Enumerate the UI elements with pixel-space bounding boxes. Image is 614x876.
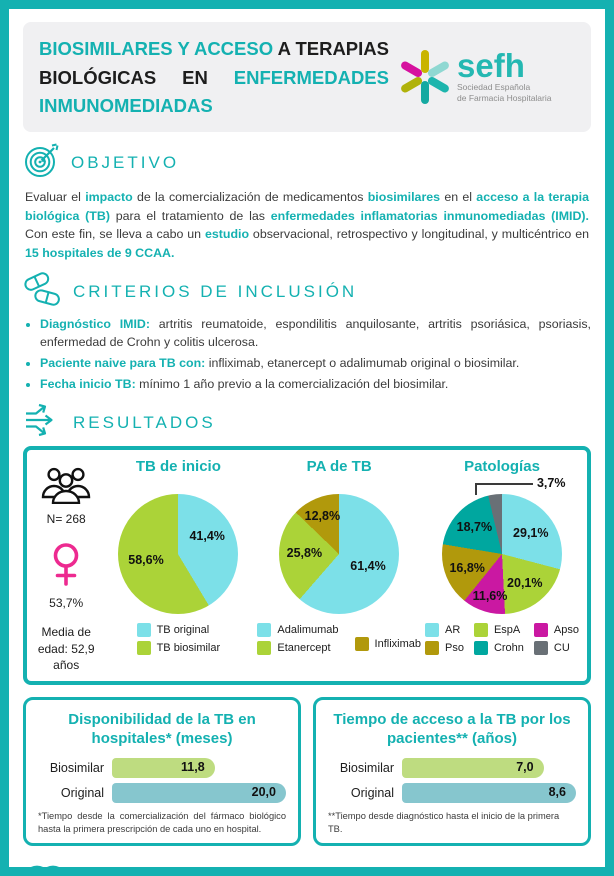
pie-title: Patologías (464, 458, 540, 476)
pills-icon (23, 271, 63, 312)
people-group-icon (40, 466, 92, 509)
bar-charts-row: Disponibilidad de la TB en hospitales* (… (23, 696, 591, 846)
callout-line (474, 483, 533, 496)
bar-row-biosimilar: Biosimilar 7,0 (328, 757, 576, 778)
legend-swatch (354, 636, 369, 651)
pie-chart-patologias: 29,1% 20,1% 11,6% 16,8% 18,7% (441, 494, 562, 615)
criterio-fecha: Fecha inicio TB: mínimo 1 año previo a l… (40, 376, 591, 394)
legend-swatch (257, 623, 272, 638)
sefh-tagline: Sociedad Española de Farmacia Hospitalar… (457, 81, 552, 104)
legend-swatch (136, 641, 151, 656)
pie-title: PA de TB (306, 458, 372, 476)
criterio-naive: Paciente naive para TB con: infliximab, … (40, 355, 591, 373)
legend-swatch (473, 641, 488, 656)
legend-item: EspA (473, 623, 524, 638)
bar-biosimilar: 11,8 (112, 757, 215, 778)
legend-swatch (533, 641, 548, 656)
cohort-stats: N= 268 53,7% Media de edad: 52,9 años (31, 458, 101, 673)
pie-chart-pa-tb: 61,4% 25,8% 12,8% (279, 494, 400, 615)
section-title-criterios: CRITERIOS DE INCLUSIÓN (73, 281, 358, 301)
mean-age: Media de edad: 52,9 años (37, 625, 95, 672)
legend-item: CU (533, 641, 579, 656)
pie-title: TB de inicio (135, 458, 221, 476)
access-time-box: Tiempo de acceso a la TB por los pacient… (313, 696, 591, 846)
header: BIOSIMILARES Y ACCESO A TERAPIAS BIOLÓGI… (23, 22, 591, 133)
pie-chart-tb-inicio: 41,4% 58,6% (118, 494, 239, 615)
bar-row-original: Original 20,0 (38, 782, 286, 803)
branching-arrows-icon (23, 403, 63, 442)
access-time-footnote: **Tiempo desde diagnóstico hasta el inic… (328, 810, 560, 834)
bar-original: 8,6 (402, 782, 576, 803)
section-title-objetivo: OBJETIVO (71, 152, 180, 172)
section-title-resultados: RESULTADOS (73, 412, 216, 432)
section-criterios-header: CRITERIOS DE INCLUSIÓN (23, 271, 591, 312)
pie-charts: TB de inicio 41,4% 58,6% TB original TB … (103, 458, 579, 673)
sefh-logo: sefh Sociedad Española de Farmacia Hospi… (397, 47, 575, 110)
people-check-icon (23, 863, 67, 867)
bar-row-biosimilar: Biosimilar 11,8 (38, 757, 286, 778)
availability-box: Disponibilidad de la TB en hospitales* (… (23, 696, 301, 846)
qr-column: p. 230-231 (529, 854, 591, 876)
results-box: N= 268 53,7% Media de edad: 52,9 años (23, 446, 591, 685)
section-title-conclusiones: CONCLUSIONES (77, 871, 249, 876)
bar-biosimilar: 7,0 (402, 757, 544, 778)
pie-tb-inicio: TB de inicio 41,4% 58,6% TB original TB … (103, 458, 253, 673)
access-time-title: Tiempo de acceso a la TB por los pacient… (333, 710, 571, 748)
legend-item: TB biosimilar (136, 641, 220, 656)
section-objetivo-header: OBJETIVO (23, 141, 591, 184)
callout-label: 3,7% (536, 476, 566, 491)
legend-item: Crohn (473, 641, 524, 656)
female-icon (51, 542, 81, 593)
legend-swatch (257, 641, 272, 656)
qr-code (531, 870, 589, 876)
sample-size: N= 268 (46, 512, 86, 527)
legend-item: Adalimumab (257, 623, 339, 638)
female-percentage: 53,7% (49, 596, 84, 611)
section-resultados-header: RESULTADOS (23, 403, 591, 442)
legend-item: AR (424, 623, 464, 638)
legend-item: Infliximab (354, 632, 421, 655)
legend-swatch (533, 623, 548, 638)
bar-row-original: Original 8,6 (328, 782, 576, 803)
availability-title: Disponibilidad de la TB en hospitales* (… (68, 710, 256, 748)
legend-swatch (424, 623, 439, 638)
sefh-asterisk-icon (397, 47, 453, 110)
bar-original: 20,0 (112, 782, 286, 803)
sefh-logo-text: sefh (457, 46, 525, 84)
legend-item: Apso (533, 623, 579, 638)
section-conclusiones-header: CONCLUSIONES (23, 863, 515, 876)
page-title: BIOSIMILARES Y ACCESO A TERAPIAS BIOLÓGI… (39, 38, 389, 117)
availability-footnote: *Tiempo desde la comercialización del fá… (38, 810, 286, 834)
legend-item: Etanercept (257, 641, 338, 656)
legend-swatch (424, 641, 439, 656)
pie-patologias: Patologías 3,7% 29,1% 20,1% 11,6% 16,8% … (424, 458, 579, 673)
conclusions-row: CONCLUSIONES La comercialización de bios… (23, 854, 591, 876)
legend-swatch (136, 623, 151, 638)
legend-item: Pso (424, 641, 464, 656)
legend-tb-inicio: TB original TB biosimilar (136, 623, 221, 656)
legend-swatch (473, 623, 488, 638)
criterio-diagnostico: Diagnóstico IMID: artritis reumatoide, e… (40, 316, 591, 352)
legend-patologias: AR EspA Apso Pso Crohn CU (424, 623, 579, 656)
legend-pa-tb: Adalimumab Etanercept Infliximab (257, 623, 421, 656)
legend-item: TB original (136, 623, 221, 638)
objetivo-paragraph: Evaluar el impacto de la comercializació… (25, 190, 589, 260)
pie-pa-tb: PA de TB 61,4% 25,8% 12,8% Adalimumab Et… (257, 458, 421, 673)
target-icon (23, 141, 61, 184)
criterios-list: Diagnóstico IMID: artritis reumatoide, e… (23, 316, 591, 394)
